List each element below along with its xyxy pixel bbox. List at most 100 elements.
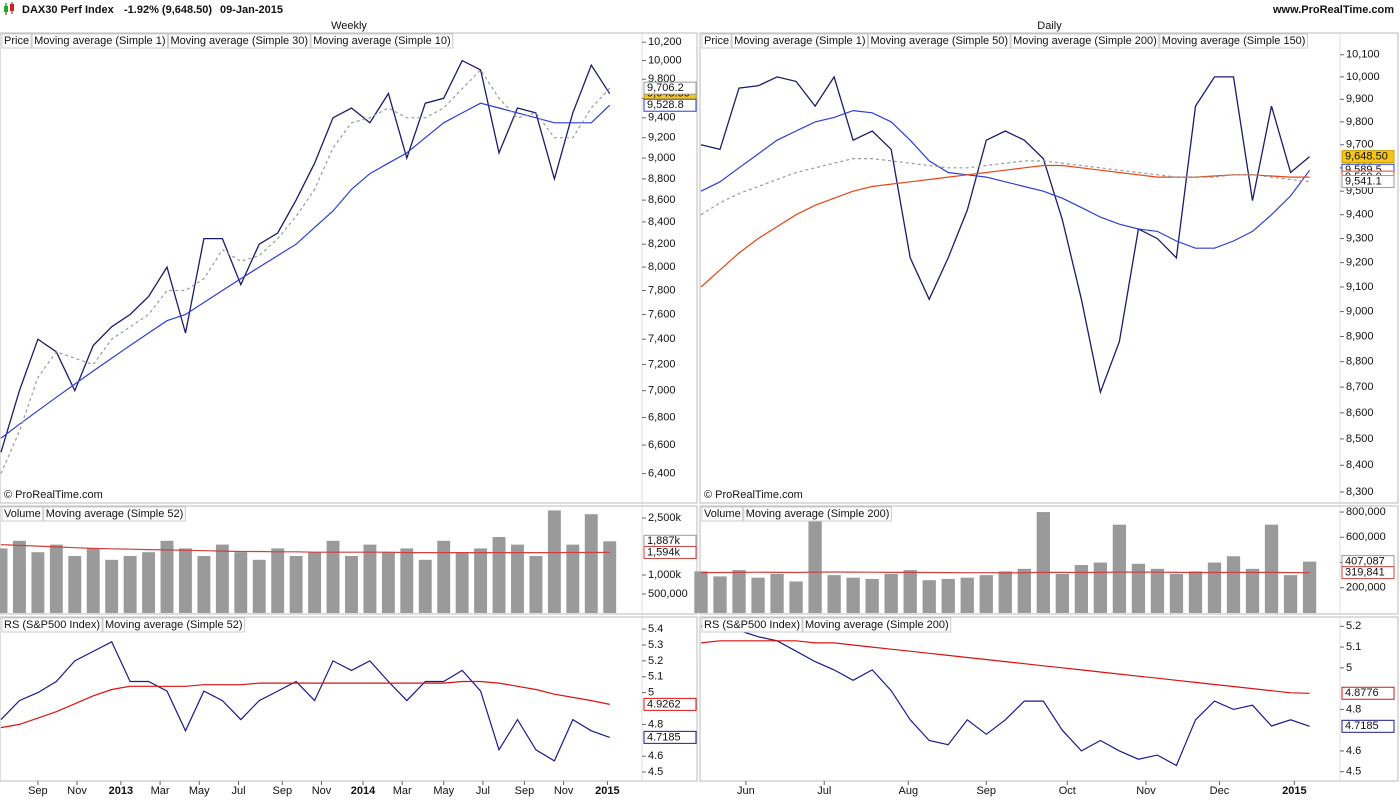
last-value-label: 4.9262 — [647, 698, 681, 710]
legend-box — [1159, 33, 1308, 49]
volume-bar — [326, 540, 340, 613]
last-value-label: 4.8776 — [1345, 687, 1379, 699]
y-tick-label: 6,800 — [648, 411, 676, 423]
legend-box — [168, 33, 311, 49]
volume-bar — [0, 548, 8, 613]
last-value-label: 1,594k — [647, 546, 681, 558]
last-value-label: 9,706.2 — [647, 82, 684, 94]
x-tick-label: Nov — [554, 785, 574, 797]
last-value-box — [643, 81, 697, 95]
legend-entry: Moving average (Simple 200) — [805, 619, 949, 631]
legend-box — [802, 617, 952, 633]
x-tick-label: 2013 — [109, 785, 133, 797]
y-tick-label: 9,400 — [1346, 209, 1374, 221]
y-tick-label: 5 — [1346, 662, 1352, 674]
y-tick-label: 600,000 — [1346, 531, 1386, 543]
watermark: © ProRealTime.com — [4, 489, 103, 501]
volume-bar — [12, 540, 26, 613]
volume-bar — [105, 559, 119, 613]
volume-bar — [808, 513, 822, 613]
y-tick-label: 7,800 — [648, 284, 676, 296]
y-tick-label: 10,000 — [648, 54, 682, 66]
volume-bar — [865, 578, 879, 613]
series-line — [0, 59, 611, 453]
volume-bar — [197, 556, 211, 613]
y-tick-label: 10,200 — [648, 36, 682, 48]
y-tick-label: 4.8 — [648, 718, 663, 730]
y-tick-label: 8,800 — [648, 173, 676, 185]
panel-frame — [699, 616, 1399, 782]
last-value-box — [1341, 175, 1395, 189]
legend-entry: Moving average (Simple 50) — [871, 35, 1009, 47]
volume-bar — [903, 570, 917, 613]
x-tick-label: Mar — [393, 785, 412, 797]
volume-bar — [1169, 573, 1184, 613]
x-tick-label: Sep — [273, 785, 293, 797]
volume-bar — [1017, 568, 1031, 613]
volume-bar — [474, 548, 488, 613]
y-tick-label: 8,800 — [1346, 356, 1374, 368]
last-value-box — [643, 697, 697, 711]
last-value-box — [1341, 566, 1395, 580]
legend-box — [43, 506, 186, 522]
y-tick-label: 7,000 — [648, 385, 676, 397]
series-line — [700, 158, 1310, 216]
volume-bar — [418, 559, 432, 613]
y-tick-label: 9,900 — [1346, 93, 1374, 105]
series-line — [0, 102, 611, 439]
y-tick-label: 4.5 — [648, 766, 663, 778]
y-tick-label: 10,100 — [1346, 49, 1380, 61]
y-tick-label: 6,600 — [648, 439, 676, 451]
panel-title: Weekly — [331, 20, 367, 32]
x-tick-label: Sep — [976, 785, 996, 797]
y-tick-label: 4.5 — [1346, 766, 1361, 778]
x-tick-label: Nov — [67, 785, 87, 797]
volume-bar — [86, 548, 100, 613]
last-value-label: 319,841 — [1345, 567, 1385, 579]
legend-entry: Volume — [704, 508, 741, 520]
x-tick-label: Dec — [1210, 785, 1230, 797]
legend-entry: Moving average (Simple 150) — [1162, 35, 1306, 47]
last-value-label: 9,541.1 — [1345, 175, 1382, 187]
volume-bar — [179, 548, 192, 613]
x-tick-label: Mar — [151, 785, 170, 797]
site-link: www.ProRealTime.com — [1272, 4, 1394, 16]
volume-bar — [1150, 568, 1165, 613]
panel-frame — [0, 616, 698, 782]
x-tick-label: 2014 — [351, 785, 376, 797]
volume-bar — [381, 552, 395, 613]
price-change: -1.92% (9,648.50) — [124, 4, 212, 16]
volume-bar — [1226, 556, 1241, 613]
volume-bar — [1283, 575, 1298, 613]
y-tick-label: 8,400 — [1346, 459, 1374, 471]
volume-bar — [271, 548, 285, 613]
y-tick-label: 2,500k — [648, 512, 682, 524]
volume-bar — [998, 571, 1012, 613]
y-tick-label: 10,000 — [1346, 71, 1380, 83]
volume-bar — [308, 552, 322, 613]
volume-bar — [400, 548, 414, 613]
volume-bar — [49, 544, 63, 613]
legend-entry: RS (S&P500 Index) — [704, 619, 800, 631]
legend-box — [743, 506, 892, 522]
x-tick-label: Jun — [737, 785, 755, 797]
last-value-label: 407,087 — [1345, 556, 1385, 568]
x-tick-label: Jul — [476, 785, 490, 797]
legend-entry: Moving average (Simple 10) — [313, 35, 451, 47]
volume-bar — [511, 544, 524, 613]
volume-bar — [437, 540, 451, 613]
legend-entry: Moving average (Simple 52) — [105, 619, 243, 631]
legend-box — [1010, 33, 1160, 49]
y-tick-label: 500,000 — [648, 588, 688, 600]
volume-bar — [941, 578, 955, 613]
legend-box — [310, 33, 454, 49]
x-tick-label: Nov — [1136, 785, 1156, 797]
series-line — [700, 75, 1311, 395]
legend-box — [1, 33, 32, 49]
volume-bar — [1245, 568, 1260, 613]
y-tick-label: 8,200 — [648, 238, 676, 250]
y-tick-label: 5.1 — [648, 671, 663, 683]
y-tick-label: 8,700 — [1346, 381, 1374, 393]
